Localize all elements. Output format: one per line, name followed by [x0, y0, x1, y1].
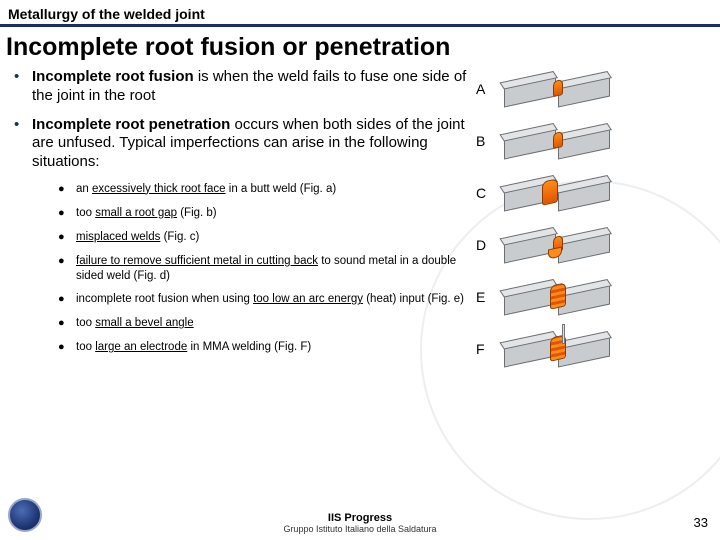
figure-label: E — [476, 289, 502, 305]
text-column: • Incomplete root fusion is when the wel… — [0, 68, 470, 380]
figure-label: C — [476, 185, 502, 201]
electrode-icon — [562, 324, 565, 344]
weld-diagram-icon — [502, 278, 612, 316]
sub-item: ●too small a bevel angle — [58, 316, 470, 331]
bullet-1: • Incomplete root fusion is when the wel… — [14, 68, 470, 106]
sub-item: ●too large an electrode in MMA welding (… — [58, 340, 470, 355]
page-number: 33 — [694, 515, 708, 530]
figure-a: A — [476, 68, 710, 110]
figure-label: F — [476, 341, 502, 357]
sub-item: ●misplaced welds (Fig. c) — [58, 230, 470, 245]
weld-diagram-icon — [502, 226, 612, 264]
sub-item: ●failure to remove sufficient metal in c… — [58, 254, 470, 284]
bullet-text: Incomplete root fusion is when the weld … — [32, 68, 470, 106]
sub-item: ●incomplete root fusion when using too l… — [58, 292, 470, 307]
bullet-2: • Incomplete root penetration occurs whe… — [14, 116, 470, 172]
figure-f: F — [476, 328, 710, 370]
figure-label: B — [476, 133, 502, 149]
figure-c: C — [476, 172, 710, 214]
weld-diagram-icon — [502, 174, 612, 212]
sub-list: ●an excessively thick root face in a but… — [14, 182, 470, 356]
slide-title: Incomplete root fusion or penetration — [0, 27, 720, 68]
header-bar: Metallurgy of the welded joint — [0, 0, 720, 27]
footer: IIS Progress Gruppo Istituto Italiano de… — [0, 512, 720, 534]
figure-label: D — [476, 237, 502, 253]
bullet-marker: • — [14, 116, 32, 172]
weld-diagram-icon — [502, 70, 612, 108]
figure-label: A — [476, 81, 502, 97]
figure-d: D — [476, 224, 710, 266]
figure-column: A B C D E F — [470, 68, 710, 380]
sub-item: ●an excessively thick root face in a but… — [58, 182, 470, 197]
figure-e: E — [476, 276, 710, 318]
content-area: • Incomplete root fusion is when the wel… — [0, 68, 720, 380]
weld-diagram-icon — [502, 122, 612, 160]
bullet-text: Incomplete root penetration occurs when … — [32, 116, 470, 172]
weld-diagram-icon — [502, 330, 612, 368]
sub-item: ●too small a root gap (Fig. b) — [58, 206, 470, 221]
footer-title: IIS Progress — [0, 512, 720, 524]
bullet-marker: • — [14, 68, 32, 106]
footer-subtitle: Gruppo Istituto Italiano della Saldatura — [0, 524, 720, 534]
figure-b: B — [476, 120, 710, 162]
